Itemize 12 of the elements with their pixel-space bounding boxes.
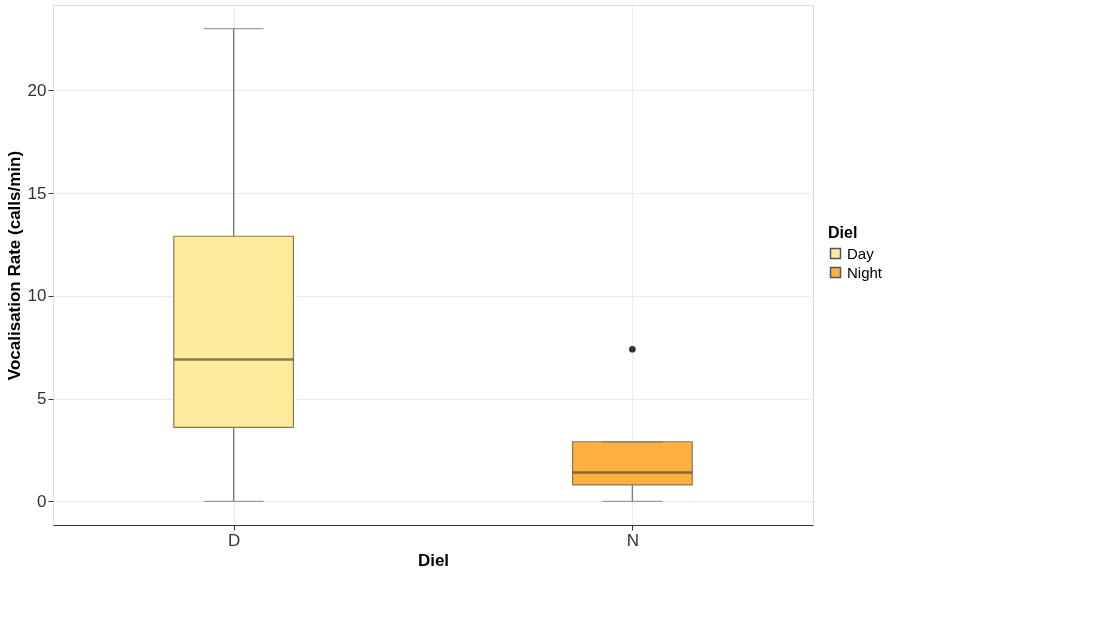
y-axis-title: Vocalisation Rate (calls/min): [4, 150, 24, 381]
y-tick-label: 10: [27, 286, 47, 306]
y-tick-label: 0: [37, 491, 47, 511]
legend-label: Day: [847, 244, 875, 262]
y-tick-label: 20: [27, 80, 47, 100]
y-tick-label: 5: [37, 389, 47, 409]
legend-label: Night: [847, 263, 883, 281]
legend-title: Diel: [828, 224, 858, 241]
y-tick-label: 15: [27, 183, 47, 203]
x-axis-title: Diel: [417, 550, 450, 570]
x-tick-label: D: [227, 530, 241, 550]
x-tick-label: N: [626, 530, 640, 550]
